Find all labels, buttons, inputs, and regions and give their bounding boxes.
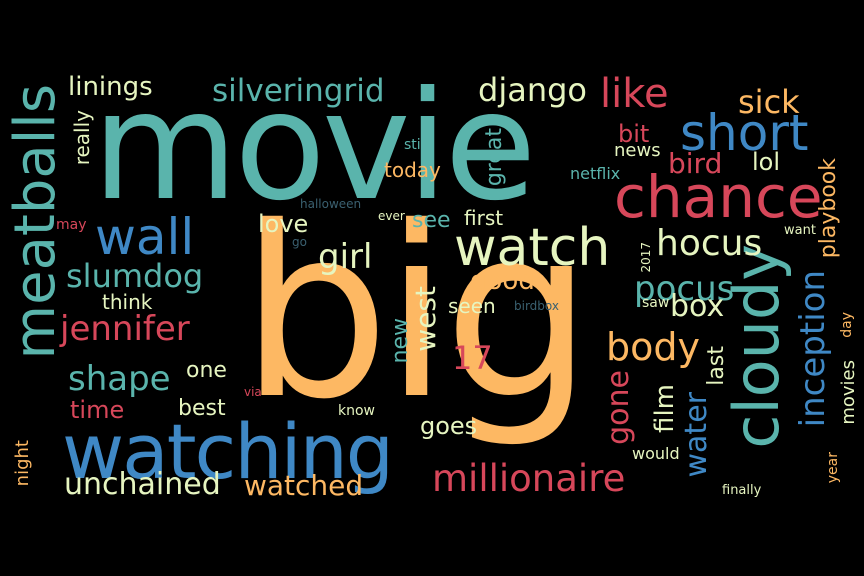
word-big: big bbox=[240, 176, 593, 451]
word-really: really bbox=[70, 110, 94, 166]
word-netflix: netflix bbox=[570, 164, 621, 183]
word-lol: lol bbox=[752, 148, 781, 176]
word-love: love bbox=[258, 210, 309, 238]
word-gone: gone bbox=[601, 370, 636, 445]
word-wall: wall bbox=[95, 208, 195, 266]
word-good: good bbox=[470, 266, 535, 296]
word-2017: 2017 bbox=[639, 242, 653, 273]
word-sick: sick bbox=[738, 83, 800, 121]
word-watched: watched bbox=[244, 469, 364, 502]
word-bit: bit bbox=[618, 120, 650, 148]
word-go: go bbox=[292, 235, 307, 249]
word-body: body bbox=[606, 325, 700, 369]
word-see: see bbox=[412, 208, 451, 233]
word-linings: linings bbox=[68, 72, 153, 102]
word-playbook: playbook bbox=[816, 158, 841, 259]
word-best: best bbox=[178, 396, 226, 421]
word-girl: girl bbox=[318, 237, 373, 277]
word-short: short bbox=[680, 104, 809, 162]
word-think: think bbox=[102, 290, 153, 314]
word-finally: finally bbox=[722, 483, 762, 498]
word-west: west bbox=[409, 286, 442, 352]
word-ever: ever bbox=[378, 209, 405, 223]
word-seen: seen bbox=[448, 294, 496, 318]
word-pocus: pocus bbox=[634, 269, 735, 309]
word-box: box bbox=[670, 289, 725, 324]
word-hocus: hocus bbox=[656, 223, 763, 264]
word-shape: shape bbox=[68, 359, 171, 399]
word-saw: saw bbox=[642, 295, 670, 311]
word-today: today bbox=[384, 158, 441, 182]
word-cloudy: cloudy bbox=[720, 244, 793, 449]
word-17: 17 bbox=[452, 339, 493, 377]
word-halloween: halloween bbox=[300, 197, 362, 211]
word-film: film bbox=[650, 384, 680, 433]
word-still: still bbox=[404, 137, 429, 153]
word-movies: movies bbox=[838, 360, 859, 425]
word-one: one bbox=[186, 358, 227, 383]
word-know: know bbox=[338, 403, 375, 419]
word-great: great bbox=[482, 128, 507, 187]
word-like: like bbox=[600, 71, 669, 117]
word-movie: movie bbox=[92, 60, 537, 234]
word-may: may bbox=[56, 217, 87, 233]
word-water: water bbox=[679, 392, 714, 478]
word-night: night bbox=[12, 440, 33, 487]
word-year: year bbox=[825, 452, 841, 484]
word-jennifer: jennifer bbox=[60, 309, 190, 349]
word-silveringrid: silveringrid bbox=[212, 73, 385, 109]
word-news: news bbox=[614, 140, 661, 161]
word-watching: watching bbox=[62, 407, 394, 496]
word-last: last bbox=[704, 346, 729, 386]
word-first: first bbox=[464, 206, 504, 230]
word-watch: watch bbox=[454, 218, 611, 278]
word-bird: bird bbox=[668, 147, 723, 180]
word-day: day bbox=[839, 312, 855, 338]
word-millionaire: millionaire bbox=[432, 457, 626, 500]
word-slumdog: slumdog bbox=[66, 257, 204, 295]
word-birdbox: birdbox bbox=[514, 299, 559, 313]
word-inception: inception bbox=[793, 270, 833, 428]
word-time: time bbox=[70, 396, 125, 424]
word-new: new bbox=[388, 318, 413, 364]
word-want: want bbox=[784, 223, 816, 238]
word-django: django bbox=[478, 71, 587, 109]
word-chance: chance bbox=[614, 163, 823, 231]
word-goes: goes bbox=[420, 412, 478, 440]
word-via: via bbox=[244, 385, 262, 399]
word-would: would bbox=[632, 444, 680, 463]
word-unchained: unchained bbox=[64, 467, 221, 502]
